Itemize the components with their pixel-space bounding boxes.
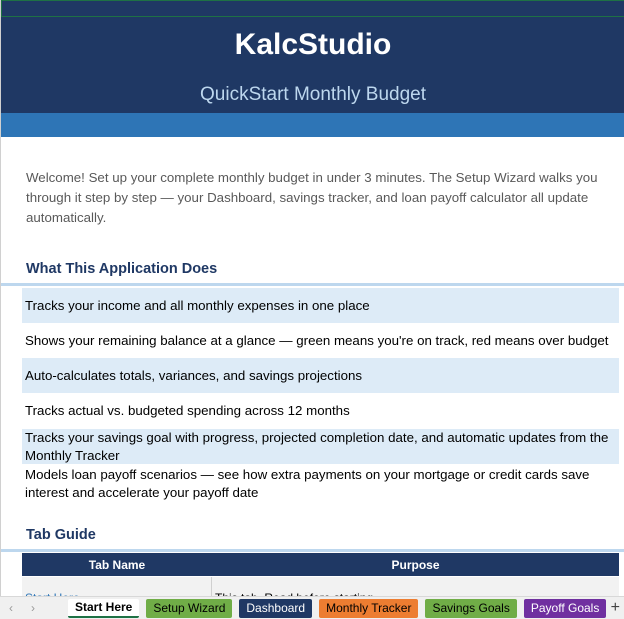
feature-item: Models loan payoff scenarios — see how e…: [25, 466, 590, 500]
sheet-tab-setup-wizard[interactable]: Setup Wizard: [146, 598, 233, 618]
sheet-tab-savings-goals[interactable]: Savings Goals: [425, 598, 517, 618]
column-header: Tab Name: [88, 557, 146, 572]
tab-purpose: This tab. Read before starting.: [212, 577, 619, 596]
accent-stripe: [1, 113, 624, 137]
table-row: Start Here This tab. Read before startin…: [22, 577, 619, 596]
sheet-tab-payoff-goals[interactable]: Payoff Goals: [523, 598, 607, 618]
chevron-left-icon[interactable]: ‹: [9, 601, 13, 615]
selected-cell[interactable]: [1, 0, 624, 17]
sheet-tab-monthly-tracker[interactable]: Monthly Tracker: [319, 598, 419, 618]
column-header: Purpose: [391, 557, 440, 572]
divider: [1, 549, 624, 552]
feature-item: Shows your remaining balance at a glance…: [25, 332, 609, 348]
feature-item: Auto-calculates totals, variances, and s…: [22, 358, 619, 393]
sheet-tab-dashboard[interactable]: Dashboard: [239, 598, 313, 618]
app-subtitle: QuickStart Monthly Budget: [200, 84, 426, 105]
sheet-tab-start-here[interactable]: Start Here: [68, 598, 140, 618]
welcome-text: Welcome! Set up your complete monthly bu…: [26, 170, 598, 225]
feature-item: Tracks your savings goal with progress, …: [22, 429, 619, 464]
features-heading: What This Application Does: [26, 261, 218, 277]
feature-item: Tracks your income and all monthly expen…: [22, 288, 619, 323]
plus-icon[interactable]: +: [610, 599, 620, 616]
tab-guide-heading: Tab Guide: [26, 527, 96, 543]
tab-name-link[interactable]: Start Here: [22, 577, 212, 596]
divider: [1, 283, 624, 286]
banner: KalcStudio QuickStart Monthly Budget: [1, 0, 624, 113]
table-header: Tab Name Purpose: [22, 553, 619, 576]
worksheet: KalcStudio QuickStart Monthly Budget Wel…: [0, 0, 624, 596]
app-title: KalcStudio: [234, 28, 392, 61]
chevron-right-icon[interactable]: ›: [31, 601, 35, 615]
sheet-tab-bar: ‹ › Start Here Setup Wizard Dashboard Mo…: [0, 596, 624, 619]
feature-item: Tracks actual vs. budgeted spending acro…: [25, 403, 350, 418]
